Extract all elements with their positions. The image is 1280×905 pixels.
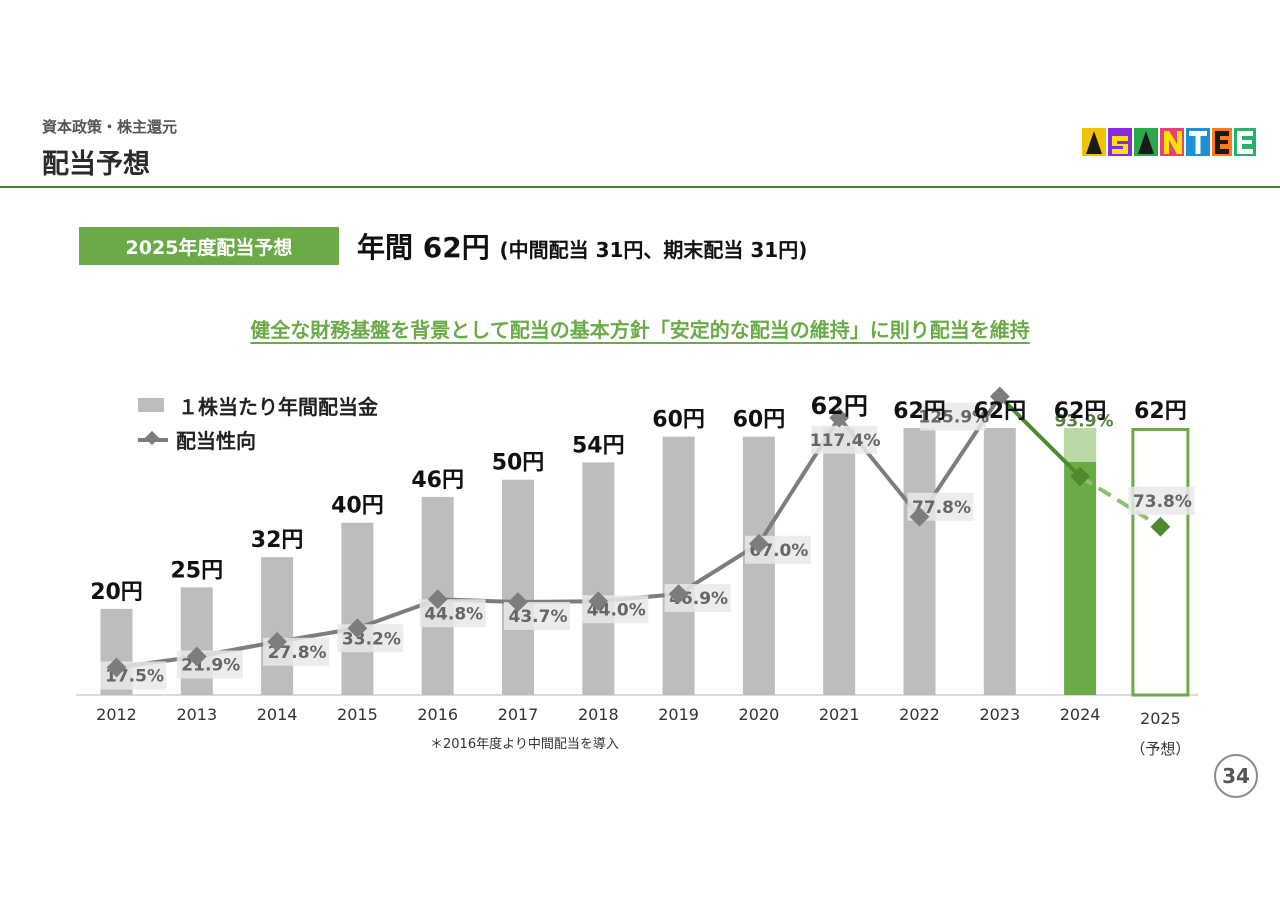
chart-legend: １株当たり年間配当金 配当性向 [138,388,378,456]
company-logo [1080,126,1258,158]
payout-marker-2014 [267,631,287,652]
x-tick-forecast-sublabel: （予想） [1130,740,1190,758]
x-tick-2024: 2024 [1060,705,1101,724]
x-tick-2021: 2021 [819,705,860,724]
payout-label-2017: 43.7% [509,607,568,627]
bar-label-2025: 62円 [1134,399,1187,424]
legend-label-dividend: １株当たり年間配当金 [178,394,378,419]
bar-2014 [261,557,294,695]
legend-item-dividend: １株当たり年間配当金 [138,388,378,422]
x-tick-2014: 2014 [257,705,298,724]
bar-2020 [742,436,775,695]
payout-label-bg-2023 [919,402,986,431]
bar-2021 [823,428,856,695]
x-tick-2025: 2025 [1140,709,1181,728]
x-tick-2018: 2018 [578,705,619,724]
bar-2022 [903,428,936,695]
x-tick-2013: 2013 [176,705,217,724]
payout-label-2016: 44.8% [424,604,483,624]
bar-label-2013: 25円 [170,558,223,583]
payout-marker-2019 [668,584,689,604]
bar-2024-label-bg [1064,428,1097,462]
page-number: 34 [1214,754,1258,798]
payout-line-forecast [1079,474,1162,529]
payout-label-bg-2013 [176,650,243,679]
x-tick-2020: 2020 [739,705,780,724]
legend-item-payout: 配当性向 [138,422,378,456]
x-tick-2012: 2012 [96,705,137,724]
bar-label-2015: 40円 [331,494,384,519]
legend-line-swatch [138,432,168,446]
payout-label-2025: 73.8% [1133,492,1192,512]
bar-2025-forecast [1131,428,1190,697]
x-tick-2016: 2016 [417,705,458,724]
payout-label-2021: 117.4% [810,431,881,451]
payout-marker-2021 [829,407,850,428]
x-tick-2023: 2023 [979,705,1020,724]
annual-detail: (中間配当 31円、期末配当 31円) [499,238,808,262]
legend-bar-swatch [138,398,164,412]
bar-2018 [582,462,615,695]
annual-total: 年間 62円 [357,231,490,264]
x-tick-2017: 2017 [498,705,539,724]
payout-label-2022: 77.8% [912,498,971,518]
bar-2013 [180,587,213,695]
bar-label-2012: 20円 [90,580,143,605]
x-tick-2022: 2022 [899,705,940,724]
bar-2015 [341,522,374,695]
payout-line-2024 [998,395,1082,478]
bar-label-2024: 62円 [1054,399,1107,424]
bar-label-2023: 62円 [973,399,1026,424]
payout-marker-2015 [347,618,368,639]
payout-marker-2024 [1070,466,1090,487]
legend-label-payout: 配当性向 [176,428,256,453]
payout-label-2014: 27.8% [268,643,327,663]
payout-marker-2022 [909,506,930,527]
payout-marker-2016 [427,589,448,610]
bar-label-2018: 54円 [572,433,625,458]
bar-label-2021: 62円 [810,392,867,420]
page-title: 配当予想 [42,149,150,180]
bar-label-2022: 62円 [893,399,946,424]
x-tick-2019: 2019 [658,705,699,724]
bar-2017 [502,479,534,695]
bar-label-2014: 32円 [251,528,304,553]
footnote: ＊2016年度より中間配当を導入 [430,737,619,752]
payout-marker-2020 [749,533,769,554]
bar-label-2020: 60円 [733,408,786,433]
payout-label-2015: 33.2% [342,629,401,649]
annual-dividend: 年間 62円 (中間配当 31円、期末配当 31円) [357,226,807,266]
policy-statement: 健全な財務基盤を背景として配当の基本方針「安定的な配当の維持」に則り配当を維持 [250,318,1030,342]
forecast-badge: 2025年度配当予想 [79,227,339,265]
bar-label-2019: 60円 [652,408,705,433]
payout-label-bg-2016 [419,599,486,628]
header-divider [0,186,1280,188]
bar-label-2016: 46円 [411,468,464,493]
payout-marker-2018 [588,591,609,612]
breadcrumb: 資本政策・株主還元 [42,118,178,136]
payout-label-bg-2025 [1128,486,1195,515]
payout-label-2024: 93.9% [1055,412,1114,432]
x-tick-2015: 2015 [337,705,378,724]
bar-2019 [662,436,695,695]
bar-2023 [983,428,1016,695]
payout-label-2023: 125.9% [918,408,989,428]
payout-marker-2025 [1150,516,1171,537]
payout-label-bg-2021 [811,425,878,454]
payout-marker-2023 [989,386,1010,407]
bar-label-2017: 50円 [492,451,545,476]
